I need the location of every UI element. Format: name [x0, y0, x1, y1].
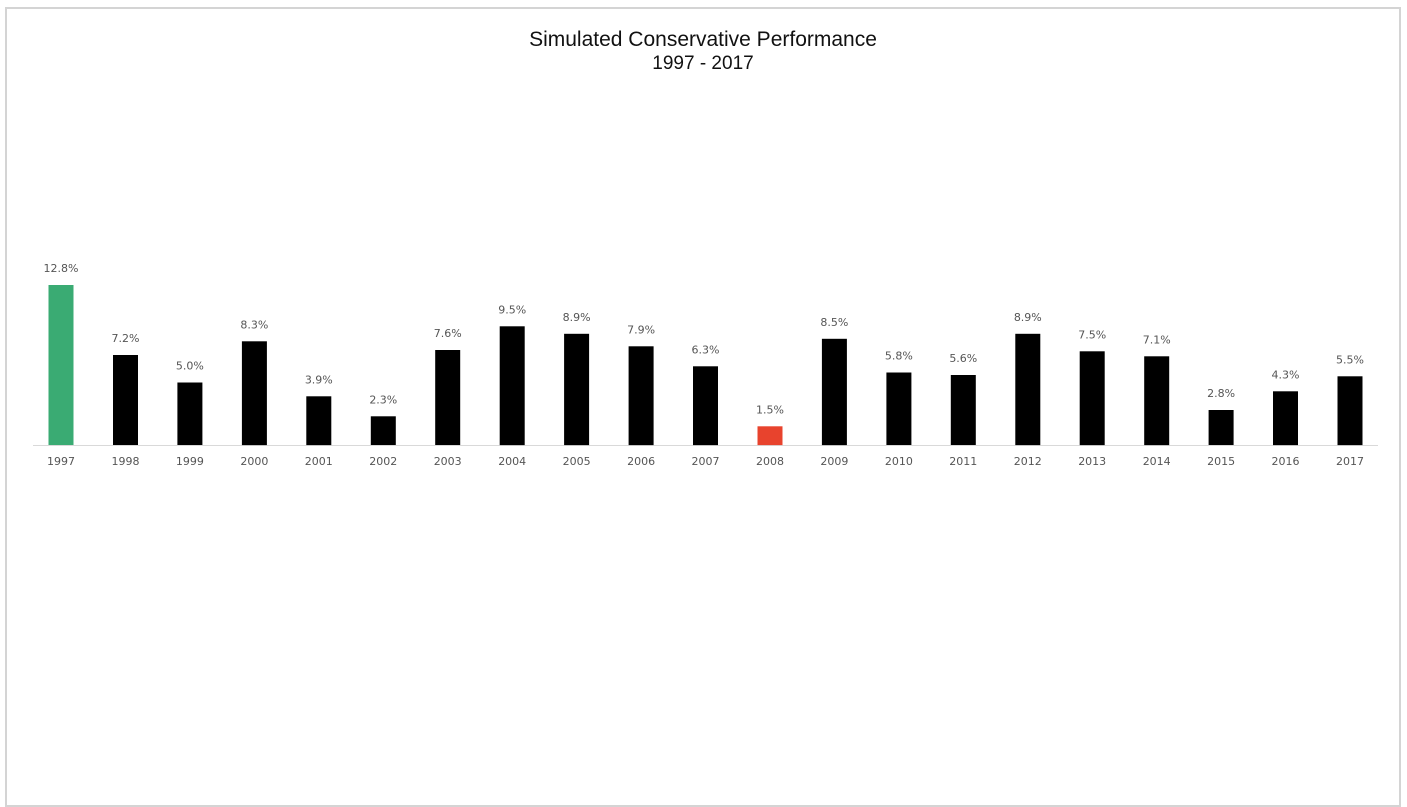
- data-label-2010: 5.8%: [885, 350, 913, 363]
- bar-2009: [821, 338, 847, 446]
- x-tick-label-2012: 2012: [1014, 455, 1042, 468]
- bar-2008: [757, 426, 783, 446]
- bar-1999: [177, 382, 203, 445]
- data-label-2007: 6.3%: [692, 343, 720, 356]
- x-tick-label-2010: 2010: [885, 455, 913, 468]
- data-label-2015: 2.8%: [1207, 387, 1235, 400]
- x-tick-label-2016: 2016: [1272, 455, 1300, 468]
- x-tick-label-2005: 2005: [563, 455, 591, 468]
- bar-2010: [886, 372, 912, 445]
- x-tick-label-2003: 2003: [434, 455, 462, 468]
- x-tick-label-2000: 2000: [240, 455, 268, 468]
- bar-2012: [1015, 333, 1041, 446]
- bar-2014: [1144, 356, 1170, 446]
- x-tick-label-2011: 2011: [949, 455, 977, 468]
- x-tick-label-2007: 2007: [692, 455, 720, 468]
- x-tick-label-2004: 2004: [498, 455, 526, 468]
- chart-title: Simulated Conservative Performance: [529, 28, 877, 51]
- x-tick-label-1999: 1999: [176, 455, 204, 468]
- x-tick-label-2001: 2001: [305, 455, 333, 468]
- data-label-1999: 5.0%: [176, 360, 204, 373]
- data-label-2001: 3.9%: [305, 373, 333, 386]
- data-label-2002: 2.3%: [369, 393, 397, 406]
- chart-subtitle: 1997 - 2017: [652, 53, 754, 74]
- data-label-2014: 7.1%: [1143, 333, 1171, 346]
- x-tick-label-2014: 2014: [1143, 455, 1171, 468]
- bar-2007: [693, 366, 718, 446]
- data-label-2000: 8.3%: [240, 318, 268, 331]
- bar-1997: [48, 285, 74, 445]
- bar-2013: [1079, 351, 1105, 446]
- chart-title-block: Simulated Conservative Performance 1997 …: [7, 27, 1399, 75]
- data-label-2013: 7.5%: [1078, 328, 1106, 341]
- data-label-2012: 8.9%: [1014, 311, 1042, 324]
- x-tick-label-2002: 2002: [369, 455, 397, 468]
- data-label-2017: 5.5%: [1336, 353, 1364, 366]
- x-tick-label-2013: 2013: [1078, 455, 1106, 468]
- data-label-2016: 4.3%: [1272, 368, 1300, 381]
- bar-2004: [499, 326, 525, 446]
- bar-2002: [370, 416, 396, 445]
- data-label-1998: 7.2%: [112, 332, 140, 345]
- x-tick-label-1998: 1998: [112, 455, 140, 468]
- bar-2003: [435, 350, 461, 445]
- x-tick-label-1997: 1997: [47, 455, 75, 468]
- bar-2000: [241, 341, 267, 446]
- x-tick-label-2009: 2009: [820, 455, 848, 468]
- bar-1998: [113, 355, 138, 445]
- data-label-2004: 9.5%: [498, 303, 526, 316]
- bar-2016: [1273, 391, 1298, 446]
- x-tick-label-2017: 2017: [1336, 455, 1364, 468]
- bar-2015: [1208, 410, 1234, 445]
- data-label-2003: 7.6%: [434, 327, 462, 340]
- bar-2017: [1337, 376, 1363, 446]
- bar-2005: [564, 333, 590, 446]
- bar-2011: [950, 375, 976, 445]
- x-tick-label-2008: 2008: [756, 455, 784, 468]
- data-label-2008: 1.5%: [756, 403, 784, 416]
- x-tick-label-2006: 2006: [627, 455, 655, 468]
- bar-2006: [628, 346, 654, 446]
- data-label-1997: 12.8%: [44, 262, 79, 275]
- data-label-2005: 8.9%: [563, 311, 591, 324]
- data-label-2009: 8.5%: [820, 316, 848, 329]
- data-label-2006: 7.9%: [627, 323, 655, 336]
- data-label-2011: 5.6%: [949, 352, 977, 365]
- x-tick-label-2015: 2015: [1207, 455, 1235, 468]
- bar-2001: [306, 396, 332, 446]
